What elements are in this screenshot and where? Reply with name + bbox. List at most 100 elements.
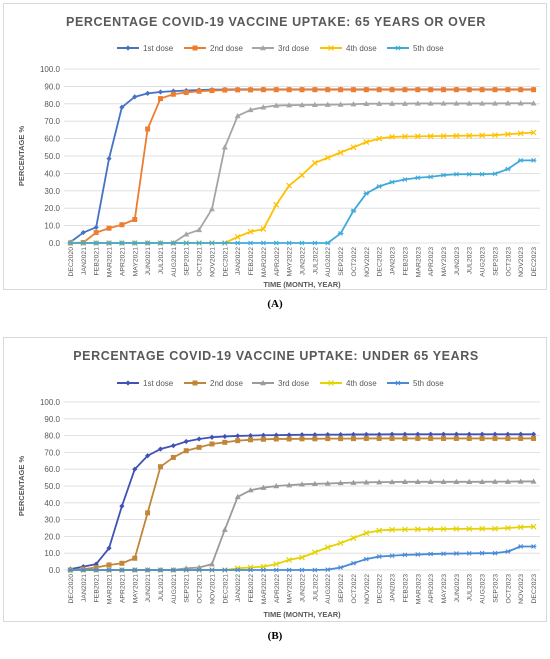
data-point: [119, 567, 125, 573]
legend-label: 2nd dose: [210, 44, 243, 53]
x-tick-label: OCT2022: [351, 247, 358, 277]
x-tick-label: JAN2022: [235, 574, 242, 602]
data-point: [93, 230, 99, 236]
x-tick-label: DEC2021: [222, 574, 229, 604]
x-tick-label: DEC2022: [377, 247, 384, 277]
data-point: [440, 133, 447, 139]
data-point: [363, 530, 370, 536]
series-5th-dose: [67, 544, 537, 573]
data-point: [312, 567, 318, 573]
data-point: [235, 438, 241, 444]
data-point: [324, 154, 331, 161]
data-point: [440, 100, 447, 106]
y-tick-label: 50.0: [44, 482, 60, 491]
series-1st-dose: [67, 431, 537, 572]
x-tick-label: MAR2023: [415, 574, 422, 604]
x-tick-label: FEB2022: [248, 247, 255, 276]
data-point: [106, 567, 112, 573]
y-axis-label: PERCENTAGE %: [17, 456, 26, 517]
y-tick-label: 100.0: [40, 65, 61, 74]
x-tick-label: SEP2023: [492, 247, 499, 276]
data-point: [401, 133, 408, 140]
data-point: [453, 525, 460, 532]
data-point: [517, 478, 524, 484]
data-point: [311, 549, 318, 556]
x-tick-label: AUG2021: [171, 247, 178, 277]
data-point: [530, 129, 537, 136]
data-point: [479, 525, 486, 532]
data-point: [518, 87, 524, 93]
legend-item: 3rd dose: [252, 379, 310, 388]
data-point: [427, 133, 434, 140]
x-tick-label: MAY2022: [287, 574, 294, 604]
data-point: [517, 524, 524, 531]
data-point: [505, 166, 511, 172]
legend-marker: [192, 380, 198, 386]
data-point: [453, 431, 459, 437]
x-tick-label: OCT2022: [351, 574, 358, 604]
data-point: [80, 240, 87, 246]
data-point: [530, 523, 537, 530]
data-point: [428, 431, 434, 437]
data-point: [415, 431, 421, 437]
data-point: [492, 171, 498, 177]
data-point: [517, 130, 524, 137]
data-point: [338, 87, 344, 93]
x-tick-label: DEC2020: [68, 247, 75, 277]
chart-title: PERCENTAGE COVID-19 VACCINE UPTAKE: UNDE…: [73, 349, 479, 363]
x-tick-label: MAY2021: [132, 247, 139, 277]
legend-label: 2nd dose: [210, 379, 243, 388]
data-point: [504, 131, 511, 138]
data-point: [363, 479, 370, 485]
legend-marker: [395, 380, 401, 386]
data-point: [337, 479, 344, 486]
data-point: [106, 156, 112, 162]
data-point: [299, 567, 305, 573]
x-tick-label: MAY2023: [441, 574, 448, 604]
x-axis-label: TIME (MONTH, YEAR): [263, 610, 341, 619]
data-point: [324, 544, 331, 551]
data-point: [414, 100, 421, 106]
x-tick-label: NOV2023: [518, 247, 525, 277]
data-point: [247, 240, 254, 246]
data-point: [504, 525, 511, 531]
data-point: [311, 480, 318, 487]
series-3rd-dose: [67, 100, 537, 246]
data-point: [144, 240, 151, 246]
data-point: [337, 565, 344, 570]
data-point: [299, 554, 305, 561]
data-point: [119, 222, 125, 228]
data-point: [311, 101, 318, 108]
data-point: [466, 132, 473, 139]
data-point: [415, 87, 421, 93]
y-tick-label: 80.0: [44, 100, 60, 109]
y-tick-label: 30.0: [44, 187, 60, 196]
x-tick-label: AUG2023: [480, 574, 487, 604]
y-tick-label: 40.0: [44, 499, 60, 508]
data-point: [530, 478, 537, 484]
x-tick-label: NOV2022: [364, 574, 371, 604]
x-tick-label: AUG2023: [480, 247, 487, 277]
x-tick-label: SEP2022: [338, 574, 345, 603]
y-tick-label: 10.0: [44, 549, 60, 558]
x-tick-label: MAR2021: [107, 574, 114, 604]
legend-label: 5th dose: [413, 379, 444, 388]
data-point: [402, 177, 408, 182]
data-point: [479, 87, 485, 93]
series-line: [70, 437, 534, 571]
data-point: [453, 87, 459, 93]
data-point: [350, 208, 357, 214]
data-point: [376, 100, 383, 106]
data-point: [170, 240, 177, 246]
x-tick-label: DEC2021: [222, 247, 229, 277]
data-point: [376, 479, 383, 485]
data-point: [402, 87, 408, 93]
data-point: [132, 94, 138, 100]
data-point: [414, 526, 421, 533]
data-point: [350, 560, 357, 566]
series-5th-dose: [67, 157, 537, 246]
data-point: [222, 87, 228, 93]
data-point: [234, 567, 241, 573]
data-point: [440, 431, 447, 437]
data-point: [376, 527, 383, 534]
